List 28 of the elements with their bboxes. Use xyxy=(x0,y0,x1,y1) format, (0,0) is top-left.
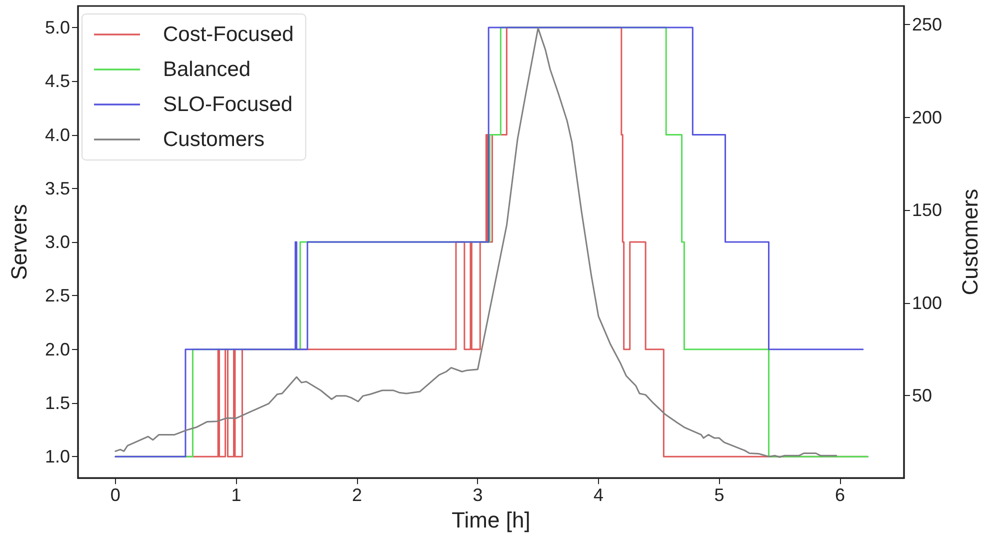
y2-tick-label: 200 xyxy=(912,107,942,128)
y-tick-label: 2.5 xyxy=(44,286,70,306)
y-tick-label: 3.0 xyxy=(44,232,70,252)
y2-axis-title: Customers xyxy=(958,188,982,296)
y2-tick-label: 150 xyxy=(912,200,942,220)
x-tick-label: 1 xyxy=(231,485,242,506)
x-tick-label: 2 xyxy=(352,485,362,506)
y-tick-label: 1.5 xyxy=(44,392,70,413)
legend-label: Customers xyxy=(163,128,265,151)
legend-label: Cost-Focused xyxy=(163,23,294,46)
y-tick-label: 3.5 xyxy=(44,178,70,198)
x-tick-label: 3 xyxy=(472,485,483,506)
y-tick-label: 4.5 xyxy=(44,71,70,92)
y-axis-title: Servers xyxy=(6,204,32,280)
y2-tick-label: 50 xyxy=(912,386,932,406)
x-axis-title: Time [h] xyxy=(452,508,530,532)
legend-label: SLO-Focused xyxy=(163,93,293,116)
x-tick-label: 5 xyxy=(714,485,724,506)
y-tick-label: 2.0 xyxy=(44,339,70,360)
x-tick-label: 0 xyxy=(110,485,120,506)
y2-tick-label: 250 xyxy=(912,14,942,35)
legend-label: Balanced xyxy=(163,58,251,81)
y2-tick-label: 100 xyxy=(912,292,942,313)
y-tick-label: 4.0 xyxy=(44,124,70,145)
x-tick-label: 6 xyxy=(834,485,846,506)
x-tick-label: 4 xyxy=(593,485,604,506)
y-tick-label: 5.0 xyxy=(44,17,70,38)
y-tick-label: 1.0 xyxy=(44,446,70,467)
